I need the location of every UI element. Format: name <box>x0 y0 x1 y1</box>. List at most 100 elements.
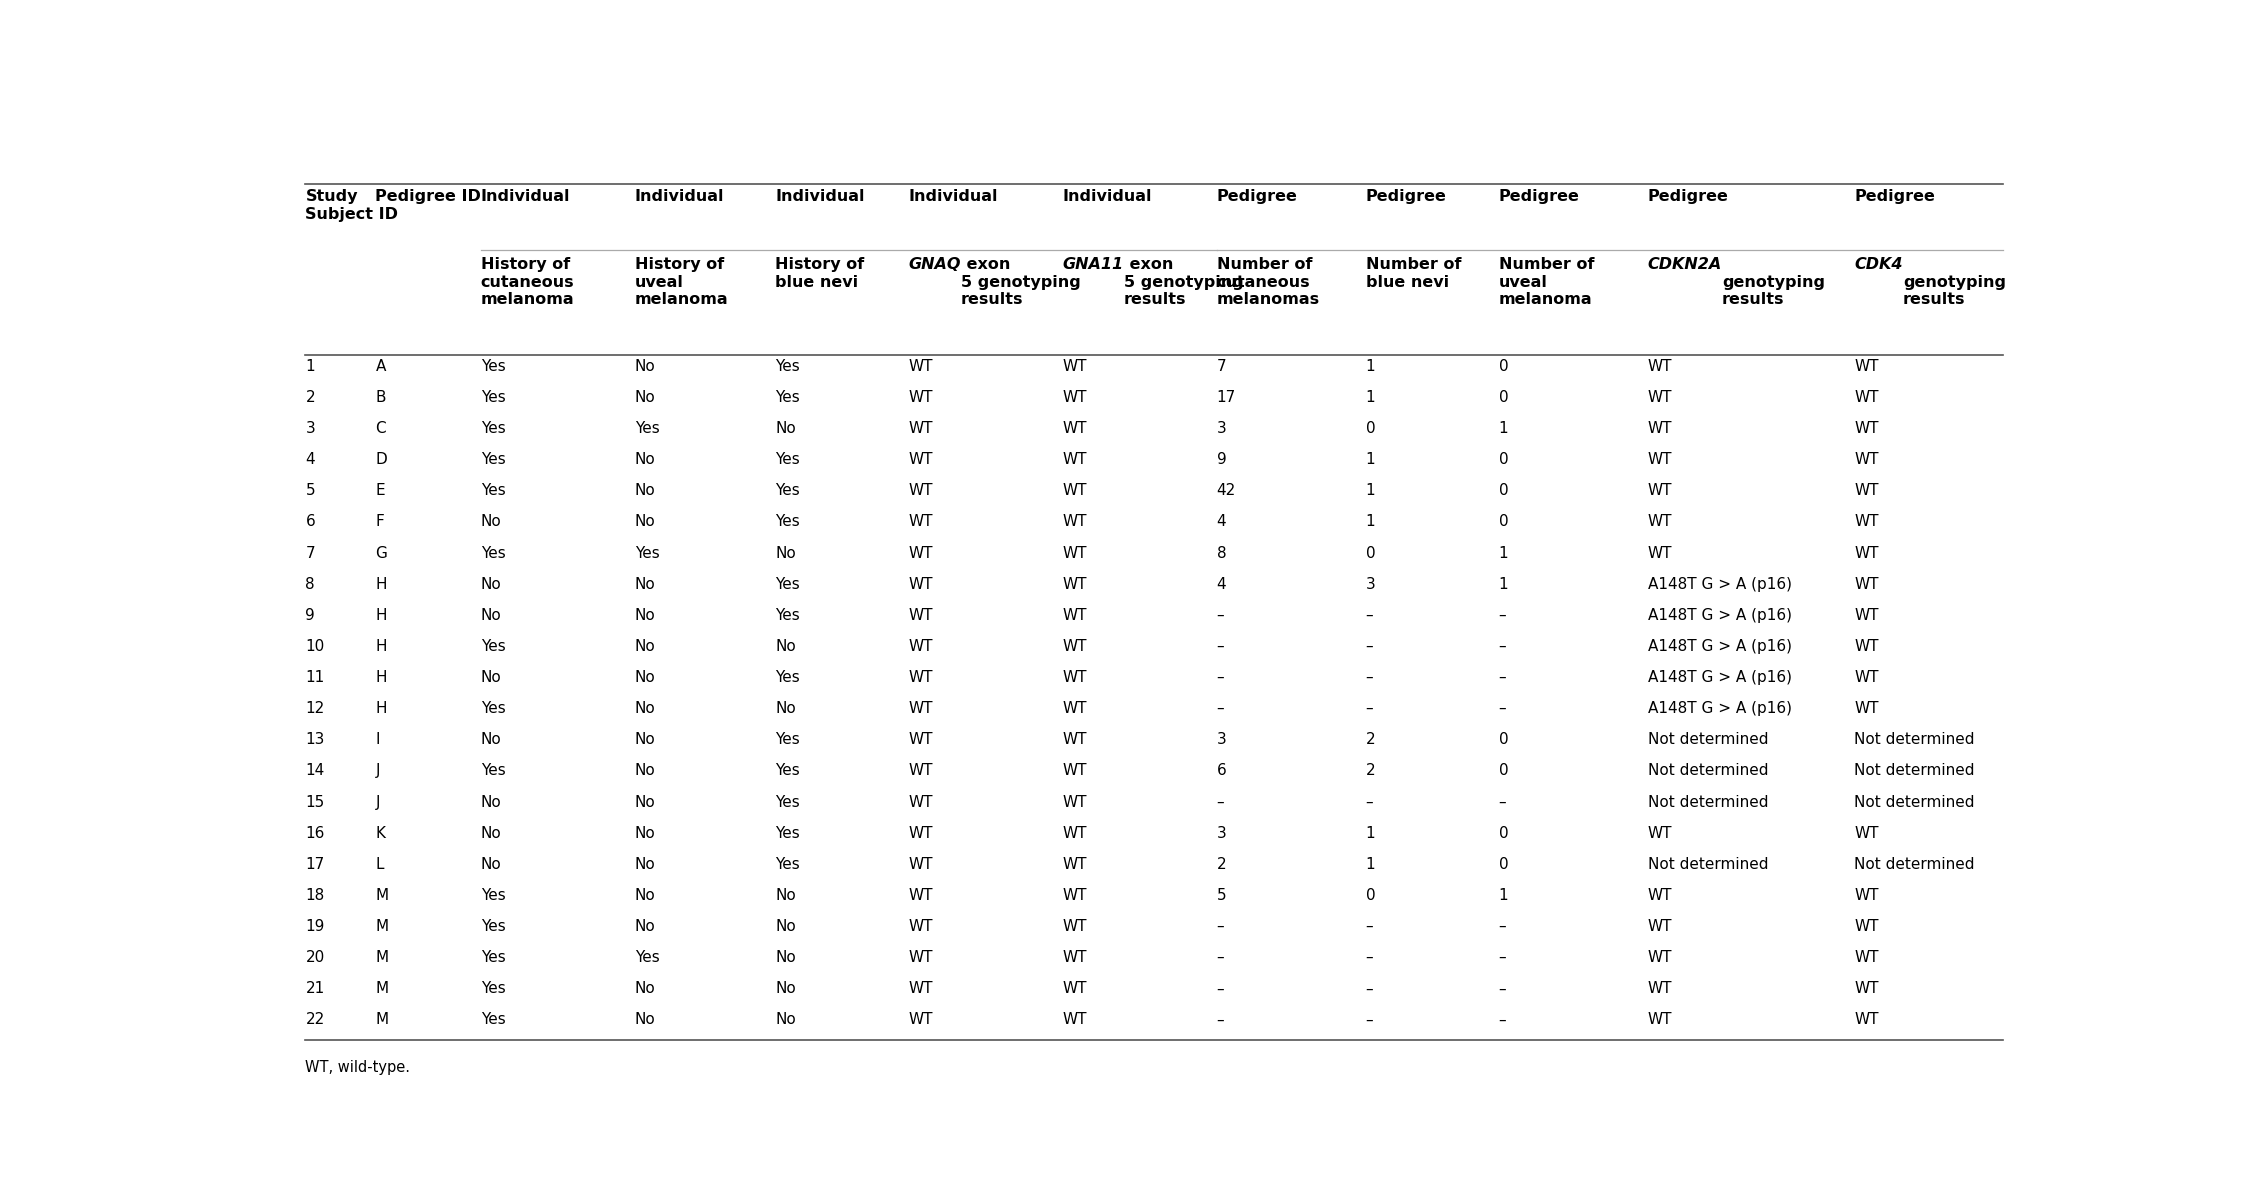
Text: WT: WT <box>909 577 934 592</box>
Text: 9: 9 <box>1216 452 1225 467</box>
Text: WT, wild-type.: WT, wild-type. <box>305 1061 412 1075</box>
Text: History of
uveal
melanoma: History of uveal melanoma <box>635 257 728 307</box>
Text: Yes: Yes <box>776 857 800 872</box>
Text: No: No <box>635 515 656 529</box>
Text: Yes: Yes <box>776 825 800 841</box>
Text: Not determined: Not determined <box>1648 794 1768 810</box>
Text: 0: 0 <box>1499 732 1508 747</box>
Text: WT: WT <box>1648 515 1673 529</box>
Text: Yes: Yes <box>776 452 800 467</box>
Text: No: No <box>482 577 502 592</box>
Text: Yes: Yes <box>635 421 660 436</box>
Text: No: No <box>776 421 796 436</box>
Text: Study
Subject ID: Study Subject ID <box>305 189 398 222</box>
Text: –: – <box>1366 702 1372 716</box>
Text: K: K <box>375 825 384 841</box>
Text: M: M <box>375 1013 389 1027</box>
Text: 3: 3 <box>305 421 314 436</box>
Text: J: J <box>375 794 380 810</box>
Text: WT: WT <box>909 888 934 902</box>
Text: –: – <box>1366 981 1372 996</box>
Text: WT: WT <box>1063 825 1088 841</box>
Text: 0: 0 <box>1499 390 1508 405</box>
Text: I: I <box>375 732 380 747</box>
Text: Not determined: Not determined <box>1854 857 1974 872</box>
Text: 0: 0 <box>1499 763 1508 779</box>
Text: 8: 8 <box>1216 546 1225 560</box>
Text: Pedigree: Pedigree <box>1499 189 1580 205</box>
Text: Yes: Yes <box>776 515 800 529</box>
Text: WT: WT <box>1854 390 1879 405</box>
Text: 1: 1 <box>1366 390 1375 405</box>
Text: No: No <box>635 702 656 716</box>
Text: CDK4: CDK4 <box>1854 257 1904 272</box>
Text: 0: 0 <box>1499 483 1508 498</box>
Text: 0: 0 <box>1366 421 1375 436</box>
Text: M: M <box>375 981 389 996</box>
Text: –: – <box>1216 950 1223 965</box>
Text: No: No <box>482 857 502 872</box>
Text: C: C <box>375 421 387 436</box>
Text: Yes: Yes <box>776 608 800 623</box>
Text: 19: 19 <box>305 919 326 935</box>
Text: WT: WT <box>1063 483 1088 498</box>
Text: 6: 6 <box>1216 763 1225 779</box>
Text: –: – <box>1366 919 1372 935</box>
Text: 1: 1 <box>305 359 314 373</box>
Text: WT: WT <box>909 359 934 373</box>
Text: WT: WT <box>1854 981 1879 996</box>
Text: H: H <box>375 608 387 623</box>
Text: exon
5 genotyping
results: exon 5 genotyping results <box>961 257 1081 307</box>
Text: GNA11: GNA11 <box>1063 257 1124 272</box>
Text: WT: WT <box>1063 857 1088 872</box>
Text: WT: WT <box>909 515 934 529</box>
Text: WT: WT <box>1063 452 1088 467</box>
Text: E: E <box>375 483 384 498</box>
Text: –: – <box>1216 919 1223 935</box>
Text: Yes: Yes <box>635 950 660 965</box>
Text: M: M <box>375 950 389 965</box>
Text: –: – <box>1499 919 1506 935</box>
Text: WT: WT <box>909 794 934 810</box>
Text: Yes: Yes <box>776 794 800 810</box>
Text: –: – <box>1499 702 1506 716</box>
Text: WT: WT <box>1063 359 1088 373</box>
Text: WT: WT <box>909 981 934 996</box>
Text: –: – <box>1366 608 1372 623</box>
Text: WT: WT <box>1854 919 1879 935</box>
Text: A: A <box>375 359 387 373</box>
Text: 1: 1 <box>1499 888 1508 902</box>
Text: 2: 2 <box>1216 857 1225 872</box>
Text: WT: WT <box>1648 546 1673 560</box>
Text: Pedigree: Pedigree <box>1854 189 1935 205</box>
Text: 3: 3 <box>1216 825 1225 841</box>
Text: 14: 14 <box>305 763 326 779</box>
Text: –: – <box>1499 671 1506 685</box>
Text: WT: WT <box>909 857 934 872</box>
Text: Not determined: Not determined <box>1648 732 1768 747</box>
Text: 11: 11 <box>305 671 326 685</box>
Text: 18: 18 <box>305 888 326 902</box>
Text: No: No <box>776 950 796 965</box>
Text: 12: 12 <box>305 702 326 716</box>
Text: No: No <box>635 732 656 747</box>
Text: J: J <box>375 763 380 779</box>
Text: No: No <box>776 702 796 716</box>
Text: 1: 1 <box>1366 483 1375 498</box>
Text: WT: WT <box>1854 452 1879 467</box>
Text: Pedigree: Pedigree <box>1216 189 1298 205</box>
Text: Not determined: Not determined <box>1854 732 1974 747</box>
Text: Yes: Yes <box>776 483 800 498</box>
Text: No: No <box>776 888 796 902</box>
Text: Pedigree: Pedigree <box>1366 189 1447 205</box>
Text: WT: WT <box>1063 577 1088 592</box>
Text: No: No <box>635 638 656 654</box>
Text: Yes: Yes <box>482 421 506 436</box>
Text: 8: 8 <box>305 577 314 592</box>
Text: 3: 3 <box>1216 421 1225 436</box>
Text: –: – <box>1216 702 1223 716</box>
Text: GNAQ: GNAQ <box>909 257 961 272</box>
Text: 0: 0 <box>1499 515 1508 529</box>
Text: –: – <box>1499 608 1506 623</box>
Text: Yes: Yes <box>482 1013 506 1027</box>
